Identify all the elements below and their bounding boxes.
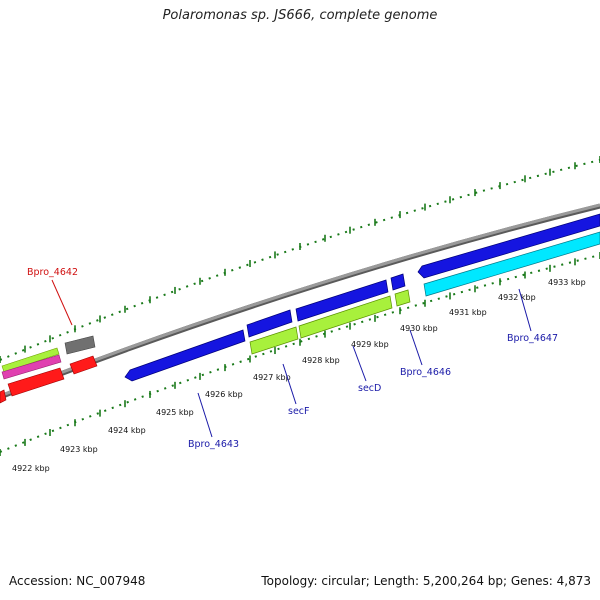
gene-bpro-4646 — [390, 273, 406, 291]
gene-labels: Bpro_4642 Bpro_4643 secF secD Bpro_4646 Bpro_… — [27, 267, 558, 450]
gene-label: Bpro_4646 — [400, 367, 451, 378]
inner-ruler — [0, 254, 600, 453]
ruler-label: 4930 kbp — [400, 324, 438, 333]
gene-label-leader-line — [282, 363, 297, 405]
hit-block-red-right — [69, 355, 98, 375]
forward-strand-genes — [124, 213, 600, 382]
map-title: Polaromonas sp. JS666, complete genome — [162, 8, 438, 23]
gene-cyan-1 — [423, 231, 600, 297]
gene-label: Bpro_4642 — [27, 267, 78, 278]
ruler-label: 4929 kbp — [351, 340, 389, 349]
ruler-label: 4925 kbp — [156, 408, 194, 417]
reverse-strand-genes — [249, 231, 600, 355]
hit-block-red-edge — [0, 389, 7, 404]
gene-secd — [295, 279, 389, 322]
gene-label-leader-line — [409, 329, 423, 366]
gene-bpro-4647 — [417, 213, 600, 279]
ruler-label: 4928 kbp — [302, 356, 340, 365]
gene-green-3 — [394, 289, 411, 307]
gene-label: secD — [358, 383, 381, 394]
gene-label-leader-line — [518, 288, 532, 332]
gene-bpro-4643 — [124, 329, 246, 382]
ruler-label: 4926 kbp — [205, 390, 243, 399]
gene-green-2 — [298, 295, 393, 339]
ruler-label: 4932 kbp — [498, 293, 536, 302]
ruler-labels: 4922 kbp 4923 kbp 4924 kbp 4925 kbp 4926 kbp… — [12, 278, 586, 473]
ruler-label: 4924 kbp — [108, 426, 146, 435]
gene-label-leader-line — [197, 392, 213, 438]
gene-label: Bpro_4647 — [507, 333, 558, 344]
gene-label-leader-line — [352, 345, 367, 382]
hit-block-green-left — [1, 347, 60, 373]
accession-text: Accession: NC_007948 — [9, 574, 146, 588]
outer-major-ticks — [0, 156, 600, 363]
hit-block-gray — [64, 335, 96, 355]
hit-block-magenta-left — [1, 354, 62, 380]
inner-major-ticks — [0, 252, 600, 456]
ruler-label: 4922 kbp — [12, 464, 50, 473]
gene-green-1 — [249, 326, 299, 355]
genome-summary-text: Topology: circular; Length: 5,200,264 bp… — [261, 574, 591, 588]
ruler-label: 4931 kbp — [449, 308, 487, 317]
ruler-label: 4933 kbp — [548, 278, 586, 287]
gene-secf — [246, 309, 293, 338]
gene-label: secF — [288, 406, 309, 417]
inner-ruler-dots — [0, 254, 600, 453]
hit-block-red-left — [7, 367, 65, 397]
gene-label-leader-line — [51, 279, 73, 326]
gene-label: Bpro_4643 — [188, 439, 239, 450]
left-hit-blocks — [0, 335, 98, 404]
ruler-label: 4923 kbp — [60, 445, 98, 454]
ruler-label: 4927 kbp — [253, 373, 291, 382]
